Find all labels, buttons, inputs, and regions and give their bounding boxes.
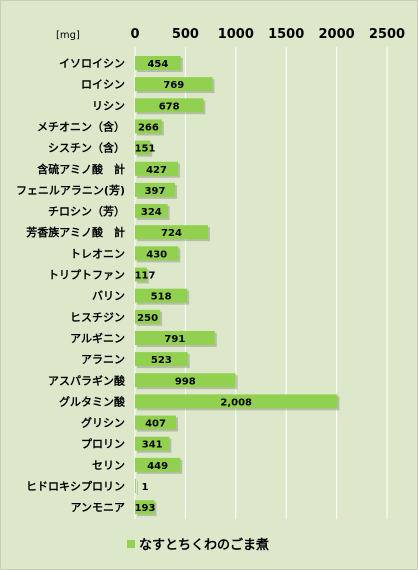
category-label: シスチン（含） bbox=[48, 141, 125, 155]
category-label: トリプトファン bbox=[48, 268, 125, 282]
bar bbox=[135, 479, 136, 493]
category-label: ヒドロキシプロリン bbox=[26, 479, 125, 493]
legend-swatch bbox=[127, 539, 135, 548]
data-label: 769 bbox=[163, 80, 184, 91]
data-label: 449 bbox=[147, 461, 168, 472]
category-label: ヒスチジン bbox=[70, 311, 125, 324]
gridlines bbox=[134, 47, 388, 520]
legend: なすとちくわのごま煮 bbox=[127, 534, 269, 553]
bar bbox=[135, 182, 176, 197]
category-label: イソロイシン bbox=[59, 57, 125, 70]
bar bbox=[135, 457, 181, 472]
x-tick-label: 2500 bbox=[369, 27, 405, 42]
bars bbox=[135, 56, 340, 517]
bar bbox=[135, 330, 215, 345]
bar bbox=[135, 161, 179, 176]
category-label: メチオニン（含） bbox=[37, 119, 125, 133]
category-label: 含硫アミノ酸 計 bbox=[36, 162, 125, 176]
data-label: 193 bbox=[135, 503, 156, 514]
category-label: チロシン（芳） bbox=[48, 204, 125, 218]
bar bbox=[135, 119, 162, 134]
data-label: 1 bbox=[142, 482, 149, 493]
bar bbox=[135, 436, 170, 451]
bar bbox=[135, 309, 161, 324]
bar bbox=[135, 246, 179, 261]
bar bbox=[135, 415, 177, 430]
category-label: アラニン bbox=[81, 353, 125, 366]
data-label: 266 bbox=[138, 122, 159, 133]
x-tick-label: 0 bbox=[130, 27, 139, 42]
category-label: ロイシン bbox=[81, 78, 125, 91]
category-label: セリン bbox=[92, 459, 125, 472]
data-label: 724 bbox=[161, 228, 182, 239]
bar bbox=[135, 352, 188, 367]
data-label: 518 bbox=[151, 292, 172, 303]
category-label: アスパラギン酸 bbox=[48, 373, 126, 387]
data-label: 407 bbox=[145, 419, 166, 430]
data-label: 151 bbox=[135, 144, 156, 155]
category-label: フェニルアラニン(芳) bbox=[16, 183, 125, 197]
x-tick-label: 2000 bbox=[319, 27, 355, 42]
bar bbox=[135, 500, 155, 515]
legend-label: なすとちくわのごま煮 bbox=[139, 538, 270, 553]
bar bbox=[135, 140, 151, 155]
data-label: 678 bbox=[159, 101, 180, 112]
category-label: プロリン bbox=[81, 437, 125, 451]
x-tick-label: 500 bbox=[172, 27, 199, 42]
bar bbox=[135, 373, 236, 388]
bar bbox=[135, 267, 147, 282]
x-tick-label: 1500 bbox=[268, 27, 304, 42]
bar bbox=[135, 225, 208, 240]
category-label: リシン bbox=[92, 99, 125, 112]
category-label: 芳香族アミノ酸 計 bbox=[26, 225, 125, 239]
data-label: 2,008 bbox=[220, 397, 252, 408]
data-label: 397 bbox=[145, 186, 166, 197]
category-label: グリシン bbox=[81, 416, 125, 430]
data-label: 427 bbox=[146, 165, 167, 176]
x-tick-label: 1000 bbox=[218, 27, 254, 42]
category-label: グルタミン酸 bbox=[59, 394, 126, 408]
category-label: アンモニア bbox=[70, 501, 125, 514]
data-label: 791 bbox=[164, 334, 185, 345]
unit-label: [mg] bbox=[56, 30, 80, 41]
bar bbox=[135, 204, 168, 219]
bar bbox=[135, 394, 338, 409]
data-label: 324 bbox=[141, 207, 162, 218]
data-label: 454 bbox=[147, 59, 168, 70]
data-label: 998 bbox=[175, 376, 196, 387]
bar bbox=[135, 56, 181, 70]
category-label: アルギニン bbox=[70, 331, 125, 345]
category-label: トレオニン bbox=[70, 247, 125, 260]
bar bbox=[135, 288, 188, 303]
data-label: 250 bbox=[137, 313, 158, 324]
category-label: バリン bbox=[92, 290, 125, 303]
data-label: 430 bbox=[146, 249, 167, 260]
bar bbox=[135, 77, 213, 92]
data-label: 523 bbox=[151, 355, 172, 366]
x-axis-tick-labels: 0 500 1000 1500 2000 2500 bbox=[130, 27, 405, 42]
data-label: 117 bbox=[135, 271, 156, 282]
bar-shadow bbox=[137, 481, 138, 495]
bar bbox=[135, 98, 204, 113]
data-label: 341 bbox=[142, 440, 163, 451]
